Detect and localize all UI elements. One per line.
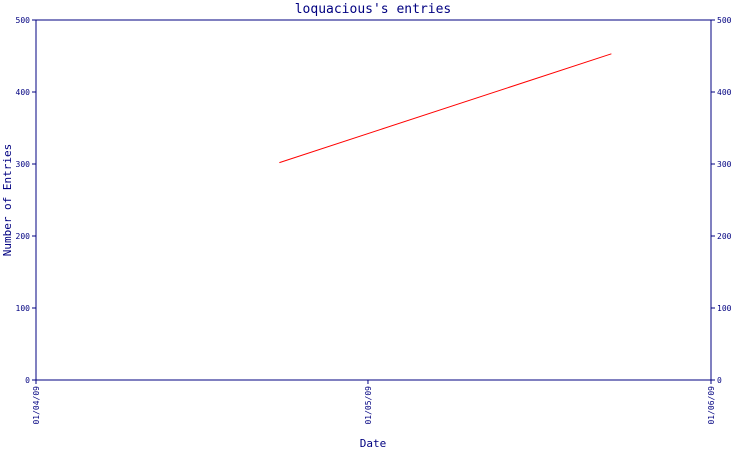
plot-area-frame: [35, 19, 712, 381]
y-tick-label-right: 100: [717, 304, 732, 313]
series-layer: [279, 53, 612, 164]
y-tick-label-left: 0: [25, 376, 30, 385]
y-tick-label-right: 0: [717, 376, 722, 385]
y-tick-label-left: 100: [16, 304, 31, 313]
chart-title: loquacious's entries: [295, 2, 452, 17]
y-tick-label-right: 400: [717, 88, 732, 97]
x-tick-label: 01/06/09: [707, 386, 716, 425]
x-tick-label: 01/04/09: [32, 386, 41, 425]
y-tick-label-right: 300: [717, 160, 732, 169]
y-axis-left: 0 100 200 300 400 500: [16, 16, 36, 385]
y-tick-label-left: 200: [16, 232, 31, 241]
y-tick-label-right: 500: [717, 16, 732, 25]
series-line: [279, 53, 612, 164]
y-tick-label-left: 500: [16, 16, 31, 25]
y-axis-label: Number of Entries: [1, 144, 14, 257]
x-axis-label: Date: [360, 437, 387, 450]
x-tick-label: 01/05/09: [364, 386, 373, 425]
y-tick-label-left: 300: [16, 160, 31, 169]
y-axis-right: 0 100 200 300 400 500: [711, 16, 732, 385]
x-axis: 01/04/09 01/05/09 01/06/09: [32, 380, 716, 425]
y-tick-label-right: 200: [717, 232, 732, 241]
y-tick-label-left: 400: [16, 88, 31, 97]
